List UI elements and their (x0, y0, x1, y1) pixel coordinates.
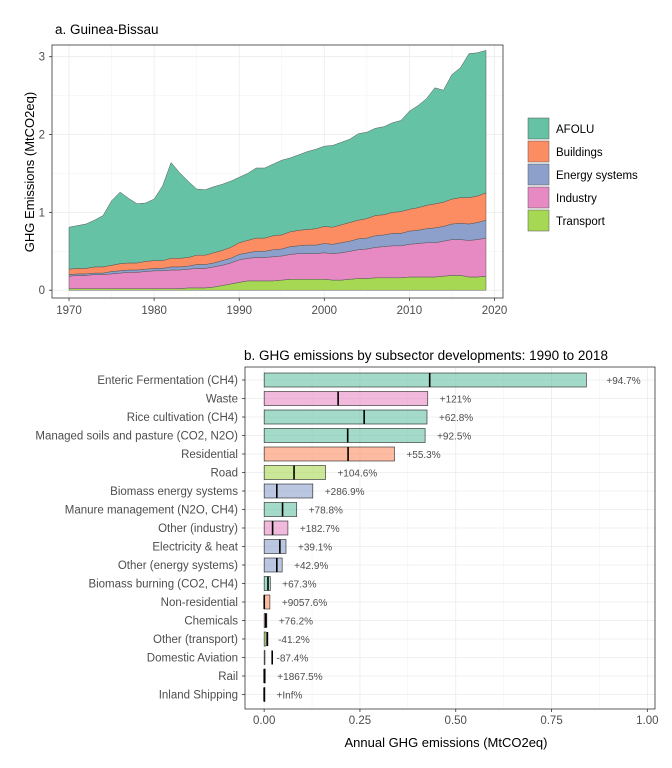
area-afolu (68, 50, 487, 270)
panel-a-title: a. Guinea-Bissau (55, 22, 159, 37)
panel-b-x-tick-label: 0.75 (540, 715, 562, 727)
legend-swatch-buildings (527, 140, 550, 163)
legend-swatch-energy-systems (527, 163, 550, 186)
category-label-enteric-fermentation-ch4: Enteric Fermentation (CH4) (97, 375, 238, 387)
bar-biomass-energy-systems (263, 483, 314, 499)
category-label-chemicals: Chemicals (184, 616, 238, 628)
bar-label-biomass-burning-co2-ch4: +67.3% (282, 580, 316, 591)
bar-manure-management-n2o-ch4 (263, 502, 298, 517)
panel-a-y-axis: 0 1 2 3 (39, 52, 52, 297)
category-label-other-energy-systems: Other (energy systems) (118, 560, 238, 572)
legend-label-industry: Industry (556, 193, 597, 205)
bar-label-managed-soils-and-pasture-co2-n2o: +92.5% (437, 432, 471, 443)
bar-label-road: +104.6% (337, 469, 377, 480)
category-label-rice-cultivation-ch4: Rice cultivation (CH4) (127, 412, 238, 424)
category-label-inland-shipping: Inland Shipping (159, 690, 238, 702)
panel-b-x-axis-title: Annual GHG emissions (MtCO2eq) (344, 735, 547, 750)
panel-a-x-tick-label: 1970 (56, 305, 82, 317)
bar-label-other-transport: -41.2% (278, 635, 310, 646)
bar-residential (263, 446, 395, 462)
bar-label-other-industry: +182.7% (300, 524, 340, 535)
panel-a-x-tick-label: 2000 (312, 305, 338, 317)
bar-label-manure-management-n2o-ch4: +78.8% (309, 506, 343, 517)
bar-label-domestic-aviation: -87.4% (277, 654, 309, 665)
panel-b-x-axis: 0.00 0.25 0.50 0.75 1.00 (253, 709, 659, 727)
legend-swatch-transport (527, 209, 550, 232)
legend-label-energy-systems: Energy systems (556, 170, 638, 182)
category-label-biomass-energy-systems: Biomass energy systems (110, 486, 238, 498)
category-label-electricity-heat: Electricity & heat (152, 542, 238, 554)
bar-domestic-aviation (263, 650, 266, 665)
bar-label-rice-cultivation-ch4: +62.8% (439, 413, 473, 424)
bar-label-chemicals: +76.2% (279, 617, 313, 628)
bar-label-other-energy-systems: +42.9% (294, 561, 328, 572)
panel-a-y-axis-title: GHG Emissions (MtCO2eq) (22, 92, 37, 252)
panel-b-bars: +94.7% +121% +62.8% +92.5% +55.3% +104.6% +286… (263, 372, 641, 702)
panel-a-areas (68, 50, 487, 291)
category-label-managed-soils-and-pasture-co2-n2o: Managed soils and pasture (CO2, N2O) (35, 431, 238, 443)
category-label-manure-management-n2o-ch4: Manure management (N2O, CH4) (65, 505, 238, 517)
category-label-non-residential: Non-residential (161, 597, 238, 609)
category-label-domestic-aviation: Domestic Aviation (147, 653, 238, 665)
bar-label-rail: +1867.5% (277, 672, 322, 683)
bar-label-enteric-fermentation-ch4: +94.7% (606, 376, 640, 387)
bar-other-transport (263, 631, 267, 647)
panel-a-x-tick-label: 1980 (141, 305, 167, 317)
category-label-rail: Rail (218, 671, 238, 683)
category-label-biomass-burning-co2-ch4: Biomass burning (CO2, CH4) (88, 579, 238, 591)
panel-b-x-tick-label: 0.00 (253, 715, 275, 727)
legend-label-afolu: AFOLU (556, 124, 594, 136)
category-label-waste: Waste (206, 394, 238, 406)
bar-other-industry (263, 520, 289, 536)
bar-label-electricity-heat: +39.1% (298, 543, 332, 554)
bar-other-energy-systems (263, 557, 283, 573)
panel-a-y-tick-label: 1 (39, 207, 45, 219)
panel-a-x-axis: 1970 1980 1990 2000 2010 2020 (56, 298, 507, 317)
panel-b-x-tick-label: 0.50 (445, 715, 467, 727)
bar-label-inland-shipping: +Inf% (277, 691, 303, 702)
category-label-other-transport: Other (transport) (153, 634, 238, 646)
category-label-residential: Residential (181, 449, 238, 461)
bar-rice-cultivation-ch4 (263, 409, 428, 425)
panel-a-x-tick-label: 1990 (226, 305, 252, 317)
panel-b-title: b. GHG emissions by subsector developmen… (244, 348, 608, 363)
legend-swatch-industry (527, 186, 550, 209)
category-label-other-industry: Other (industry) (158, 523, 238, 535)
bar-waste (263, 391, 429, 406)
bar-label-residential: +55.3% (406, 450, 440, 461)
panel-a-legend: AFOLU Buildings Energy systems Industry Tran… (527, 117, 638, 232)
bar-label-biomass-energy-systems: +286.9% (325, 487, 365, 498)
panel-a-y-tick-label: 2 (39, 130, 45, 142)
panel-a-border (51, 44, 504, 299)
panel-b-x-tick-label: 0.25 (349, 715, 371, 727)
panel-b-x-tick-label: 1.00 (636, 715, 658, 727)
legend-label-buildings: Buildings (556, 147, 603, 159)
panel-b-category-axis: Enteric Fermentation (CH4) Waste Rice cult… (35, 375, 245, 702)
bar-label-waste: +121% (440, 395, 472, 406)
bar-enteric-fermentation-ch4 (263, 372, 587, 388)
panel-a-y-tick-label: 3 (39, 52, 45, 64)
panel-a-x-tick-label: 2020 (482, 305, 508, 317)
category-label-road: Road (211, 468, 239, 480)
legend-swatch-afolu (527, 117, 550, 140)
legend-label-transport: Transport (556, 216, 606, 228)
panel-a-x-tick-label: 2010 (397, 305, 423, 317)
panel-a-y-tick-label: 0 (39, 285, 45, 297)
bar-label-non-residential: +9057.6% (282, 598, 327, 609)
panel-b-border (244, 366, 656, 710)
bar-electricity-heat (263, 539, 287, 554)
bar-managed-soils-and-pasture-co2-n2o (263, 428, 426, 443)
